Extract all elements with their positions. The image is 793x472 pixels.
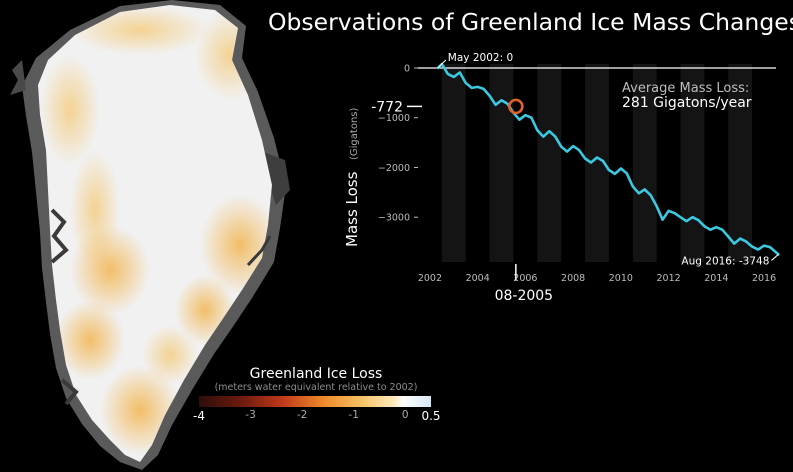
x-tick-label: 2006 [513, 273, 537, 284]
x-tick-label: 2012 [657, 273, 681, 284]
x-tick-label: 2016 [752, 273, 776, 284]
y-axis: 0 −1000 −2000 −3000 [378, 63, 776, 224]
y-tick-label: 0 [404, 63, 410, 74]
year-bands [441, 64, 753, 262]
start-annotation: May 2002: 0 [448, 52, 513, 64]
year-band [632, 64, 657, 262]
legend-tick-label: 0.5 [421, 409, 441, 423]
marker-date-label: 08-2005 [495, 288, 554, 304]
legend-tick-label: -1 [348, 409, 359, 421]
average-loss-value: 281 Gigatons/year [622, 95, 752, 111]
x-tick-label: 2014 [704, 273, 728, 284]
x-axis: 2002 2004 2006 2008 2010 2012 2014 2016 [418, 273, 776, 284]
chart-title: Observations of Greenland Ice Mass Chang… [268, 8, 793, 36]
year-band [537, 64, 562, 262]
year-band [489, 64, 514, 262]
marker-value-label: -772 [371, 99, 403, 115]
start-label-leader [437, 59, 447, 69]
y-tick-label: −1000 [378, 113, 410, 124]
legend-tick-label: -4 [193, 409, 205, 423]
x-tick-label: 2004 [466, 273, 490, 284]
year-band [585, 64, 609, 262]
x-tick-label: 2002 [418, 273, 442, 284]
current-date-marker [508, 98, 524, 115]
legend-title: Greenland Ice Loss [249, 366, 383, 382]
year-band [441, 64, 466, 262]
legend-tick-label: -2 [296, 409, 308, 421]
y-tick-label: −2000 [378, 163, 410, 174]
average-loss-heading: Average Mass Loss: [622, 81, 749, 96]
legend-tick-label: 0 [401, 409, 409, 421]
legend-tick-label: -3 [245, 409, 256, 421]
y-axis-label: Mass Loss [343, 171, 361, 247]
year-band [728, 64, 753, 262]
end-annotation: Aug 2016: -3748 [681, 255, 769, 267]
legend-subtitle: (meters water equivalent relative to 200… [214, 382, 418, 393]
series-line-mass-loss [436, 62, 780, 256]
y-axis-unit: (Gigatons) [349, 108, 360, 160]
x-tick-label: 2008 [561, 273, 585, 284]
year-band [680, 64, 705, 262]
greenland-ice-map [10, 0, 290, 470]
end-label-leader [771, 254, 779, 261]
legend-color-bar [199, 396, 431, 407]
y-tick-label: −3000 [378, 213, 410, 224]
x-tick-label: 2010 [609, 273, 633, 284]
